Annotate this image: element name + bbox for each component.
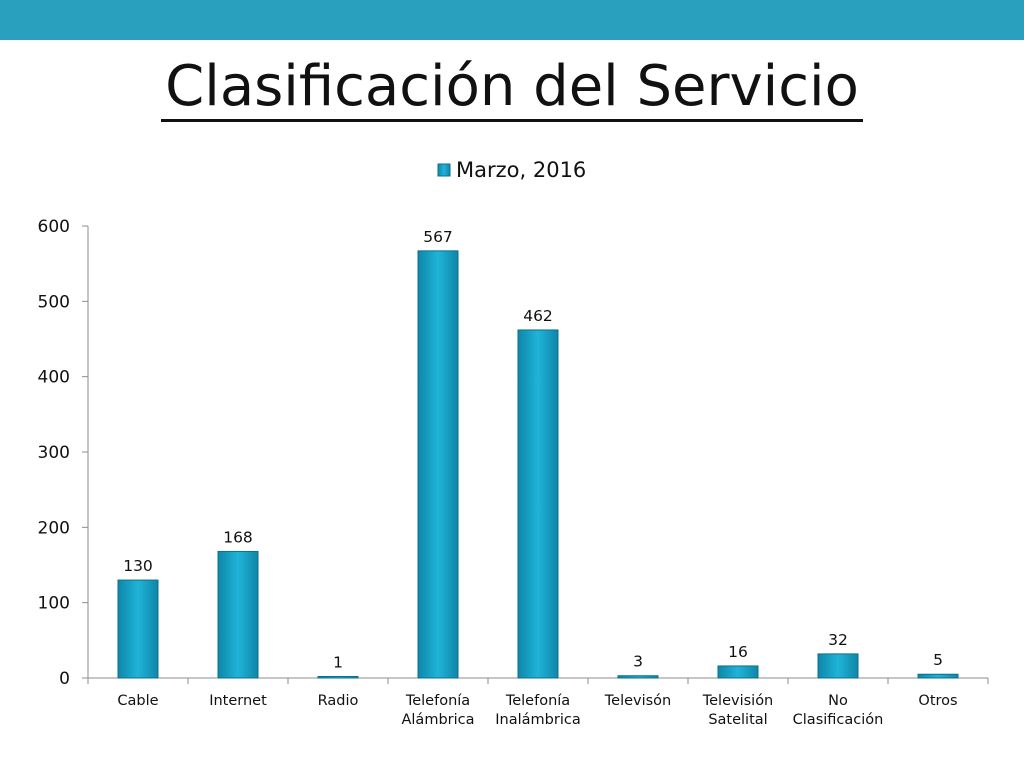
data-label: 3: [633, 653, 643, 671]
category-label: Televisión: [702, 693, 774, 709]
data-label: 168: [223, 528, 253, 546]
chart-bars: [117, 250, 959, 679]
category-label: Internet: [209, 693, 267, 709]
y-tick-label: 100: [38, 594, 70, 614]
y-tick-label: 0: [59, 669, 70, 689]
category-label: Cable: [117, 693, 158, 709]
bar: [717, 665, 759, 679]
data-label: 130: [123, 557, 153, 575]
category-label: Telefonía: [505, 693, 570, 709]
legend-label: Marzo, 2016: [456, 158, 586, 182]
category-label: Satelital: [708, 712, 767, 728]
y-tick-label: 400: [38, 368, 70, 388]
category-label: Telefonía: [405, 693, 470, 709]
category-label: Clasificación: [793, 712, 884, 728]
bar-chart: Marzo, 2016 0 100 200 300 400 500 600 130 Cable…: [38, 158, 989, 728]
category-label: Radio: [318, 693, 359, 709]
category-label: Otros: [918, 693, 957, 709]
y-tick-label: 500: [38, 292, 70, 312]
y-tick-label: 200: [38, 518, 70, 538]
category-label: Televisón: [604, 693, 672, 709]
chart-legend: Marzo, 2016: [437, 158, 586, 182]
y-tick-label: 300: [38, 443, 70, 463]
slide-title: Clasificación del Servicio: [161, 54, 863, 122]
bar: [517, 329, 559, 679]
bar: [617, 675, 659, 679]
data-label: 32: [828, 631, 848, 649]
bar: [917, 673, 959, 679]
category-label: Alámbrica: [401, 712, 474, 728]
header-accent-bar: [0, 0, 1024, 40]
bar: [417, 250, 459, 679]
bar: [117, 579, 159, 679]
slide-title-container: Clasificación del Servicio: [0, 52, 1024, 122]
category-label: No: [828, 693, 848, 709]
y-tick-label: 600: [38, 217, 70, 237]
legend-swatch: [437, 163, 451, 177]
data-label: 5: [933, 651, 943, 669]
category-label: Inalámbrica: [495, 712, 580, 728]
chart-axes: 0 100 200 300 400 500 600: [38, 217, 989, 689]
bar: [817, 653, 859, 679]
data-label: 462: [523, 307, 553, 325]
bar: [317, 676, 359, 679]
chart-labels: 130 Cable 168 Internet 1 Radio 567 Telefonía Alá…: [117, 228, 957, 728]
bar: [217, 550, 259, 679]
data-label: 16: [728, 643, 748, 661]
data-label: 567: [423, 228, 453, 246]
data-label: 1: [333, 654, 343, 672]
